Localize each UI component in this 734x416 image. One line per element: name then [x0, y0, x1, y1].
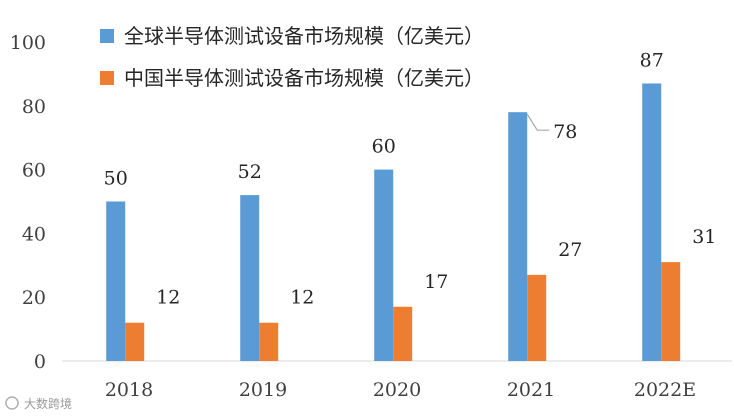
bar-china: [125, 322, 145, 361]
data-label: 52: [238, 161, 262, 183]
bar-global: [508, 112, 528, 362]
x-tick-label: 2020: [373, 379, 421, 401]
data-label: 12: [156, 287, 180, 309]
legend-swatch-china: [100, 71, 114, 85]
bar-global: [106, 201, 126, 361]
data-label: 78: [553, 121, 577, 143]
y-tick-label: 100: [10, 32, 46, 54]
data-label: 27: [558, 239, 582, 261]
bar-china: [661, 262, 681, 361]
y-tick-label: 0: [34, 351, 46, 373]
y-tick-label: 80: [22, 96, 46, 118]
data-label: 87: [640, 49, 664, 71]
data-label-leader-line: [526, 113, 550, 131]
bar-china: [393, 306, 413, 361]
legend-label-global: 全球半导体测试设备市场规模（亿美元）: [124, 24, 484, 48]
data-label: 12: [290, 287, 314, 309]
x-tick-label: 2019: [239, 379, 287, 401]
bar-global: [642, 83, 662, 361]
plot-area: 0 20 40 60 80 100 2018 50 12 2019 52 12 2020 60 17 2021…: [10, 32, 732, 401]
watermark-text: 大数跨境: [24, 396, 72, 411]
data-label: 50: [104, 168, 128, 190]
watermark-logo-icon: [5, 396, 19, 410]
x-tick-label: 2018: [105, 379, 153, 401]
bar-global: [240, 195, 260, 361]
data-label: 60: [372, 136, 396, 158]
legend-swatch-global: [100, 29, 114, 43]
data-label: 17: [424, 271, 448, 293]
bar-china: [259, 322, 279, 361]
bar-global: [374, 169, 394, 361]
y-tick-label: 40: [22, 223, 46, 245]
watermark: 大数跨境: [5, 396, 72, 411]
x-tick-label: 2022E: [634, 379, 696, 401]
bar-china: [527, 274, 547, 361]
y-tick-label: 20: [22, 287, 46, 309]
legend: 全球半导体测试设备市场规模（亿美元） 中国半导体测试设备市场规模（亿美元）: [100, 24, 484, 90]
x-tick-label: 2021: [507, 379, 555, 401]
data-label: 31: [692, 226, 716, 248]
legend-label-china: 中国半导体测试设备市场规模（亿美元）: [124, 66, 484, 90]
y-tick-label: 60: [22, 160, 46, 182]
